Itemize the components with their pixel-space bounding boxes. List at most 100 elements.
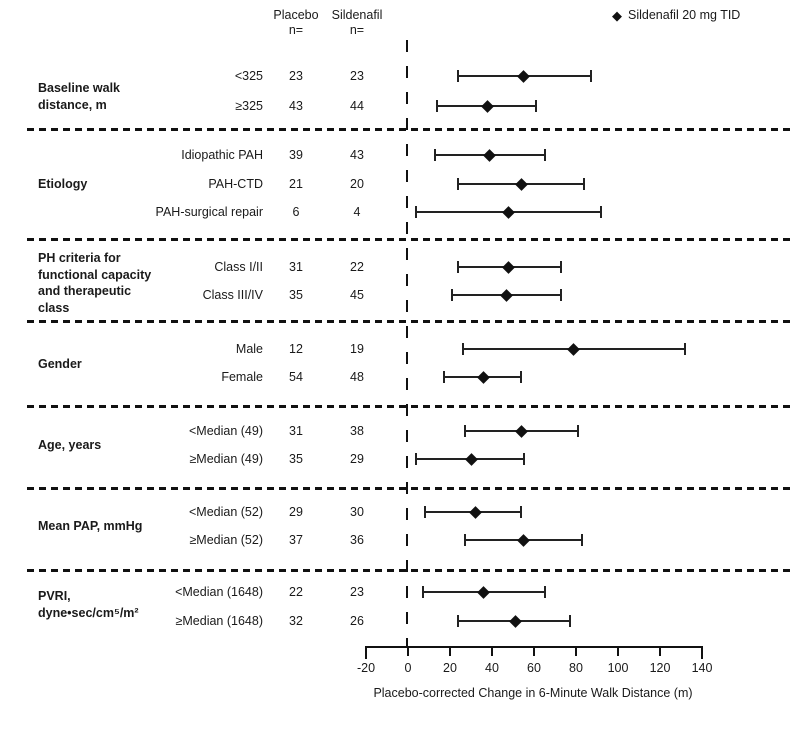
- subgroup-label: ≥Median (1648): [175, 614, 263, 628]
- diamond-marker-icon: ◆: [612, 7, 622, 23]
- sildenafil-column-n-label: n=: [349, 23, 365, 37]
- subgroup-label: Female: [221, 370, 263, 384]
- ci-cap-high: [577, 425, 580, 437]
- sildenafil-n-value: 20: [350, 177, 364, 191]
- ci-cap-high: [543, 149, 546, 161]
- x-axis-tick-label: 120: [649, 661, 671, 675]
- point-estimate-diamond: [483, 148, 497, 162]
- section-separator: [27, 128, 790, 131]
- subgroup-label: <Median (52): [189, 505, 263, 519]
- subgroup-label: Idiopathic PAH: [181, 148, 263, 162]
- subgroup-label: <325: [234, 69, 263, 83]
- point-estimate-diamond: [468, 505, 482, 519]
- point-estimate-diamond: [477, 585, 490, 599]
- subgroup-label: ≥325: [235, 99, 263, 113]
- placebo-n-value: 43: [289, 99, 303, 113]
- ci-cap-low: [457, 615, 460, 627]
- section-label: PH criteria for functional capacity and …: [38, 251, 152, 315]
- zero-reference-line: [406, 40, 408, 646]
- x-axis-tick-label: -20: [356, 661, 376, 675]
- point-estimate-diamond: [464, 452, 478, 466]
- ci-cap-high: [522, 453, 525, 465]
- ci-cap-low: [451, 289, 454, 301]
- x-axis-tick: [575, 646, 577, 656]
- placebo-n-value: 31: [289, 424, 303, 438]
- sildenafil-n-value: 36: [350, 533, 364, 547]
- ci-cap-high: [560, 289, 563, 301]
- ci-cap-low: [434, 149, 437, 161]
- ci-cap-high: [568, 615, 571, 627]
- section-label: Baseline walk distance, m: [38, 81, 120, 112]
- ci-cap-low: [457, 178, 460, 190]
- point-estimate-diamond: [567, 342, 581, 356]
- x-axis-title: Placebo-corrected Change in 6-Minute Wal…: [373, 686, 693, 700]
- sildenafil-n-value: 29: [350, 452, 364, 466]
- sildenafil-n-value: 45: [350, 288, 364, 302]
- placebo-n-value: 29: [289, 505, 303, 519]
- x-axis-tick-label: 40: [485, 661, 499, 675]
- placebo-n-value: 21: [289, 177, 303, 191]
- ci-cap-high: [581, 534, 584, 546]
- ci-cap-high: [560, 261, 563, 273]
- sildenafil-n-value: 23: [350, 585, 364, 599]
- ci-cap-low: [421, 586, 424, 598]
- x-axis-tick: [449, 646, 451, 656]
- sildenafil-n-value: 19: [350, 342, 364, 356]
- point-estimate-diamond: [508, 614, 522, 628]
- x-axis-tick-label: 100: [607, 661, 629, 675]
- point-estimate-diamond: [515, 177, 528, 191]
- placebo-n-value: 23: [289, 69, 303, 83]
- sildenafil-n-value: 43: [350, 148, 364, 162]
- point-estimate-diamond: [477, 370, 490, 384]
- x-axis-line: [365, 646, 703, 648]
- section-separator: [27, 238, 790, 241]
- ci-cap-low: [436, 100, 439, 112]
- legend: ◆ Sildenafil 20 mg TID: [612, 8, 740, 22]
- section-separator: [27, 569, 790, 572]
- ci-cap-low: [463, 425, 466, 437]
- point-estimate-diamond: [500, 288, 514, 302]
- ci-cap-low: [415, 206, 418, 218]
- x-axis-tick-label: 20: [443, 661, 457, 675]
- placebo-n-value: 22: [289, 585, 303, 599]
- ci-cap-low: [415, 453, 418, 465]
- placebo-n-value: 32: [289, 614, 303, 628]
- sildenafil-n-value: 44: [350, 99, 364, 113]
- sildenafil-n-value: 26: [350, 614, 364, 628]
- section-label: Mean PAP, mmHg: [38, 519, 143, 533]
- ci-cap-high: [535, 100, 538, 112]
- placebo-n-value: 35: [289, 288, 303, 302]
- placebo-n-value: 37: [289, 533, 303, 547]
- placebo-n-value: 6: [292, 205, 300, 219]
- ci-cap-high: [684, 343, 687, 355]
- placebo-n-value: 12: [289, 342, 303, 356]
- ci-cap-high: [520, 371, 523, 383]
- point-estimate-diamond: [517, 69, 530, 83]
- subgroup-label: ≥Median (52): [189, 533, 263, 547]
- ci-cap-high: [589, 70, 592, 82]
- placebo-column-header: Placebo n=: [261, 8, 331, 38]
- ci-cap-low: [461, 343, 464, 355]
- ci-cap-high: [583, 178, 586, 190]
- placebo-column-title: Placebo: [273, 8, 319, 22]
- point-estimate-diamond: [481, 99, 495, 113]
- ci-cap-high: [600, 206, 603, 218]
- subgroup-label: PAH-CTD: [208, 177, 263, 191]
- x-axis-tick-label: 80: [569, 661, 583, 675]
- subgroup-label: Male: [235, 342, 263, 356]
- ci-cap-low: [457, 261, 460, 273]
- x-axis-tick: [533, 646, 535, 656]
- point-estimate-diamond: [517, 533, 530, 547]
- sildenafil-n-value: 48: [350, 370, 364, 384]
- ci-cap-low: [442, 371, 445, 383]
- ci-cap-high: [543, 586, 546, 598]
- placebo-n-value: 54: [289, 370, 303, 384]
- x-axis-tick-label: 0: [404, 661, 412, 675]
- ci-cap-high: [520, 506, 523, 518]
- section-label: Etiology: [38, 177, 88, 191]
- section-separator: [27, 487, 790, 490]
- x-axis-tick: [491, 646, 493, 656]
- placebo-n-value: 35: [289, 452, 303, 466]
